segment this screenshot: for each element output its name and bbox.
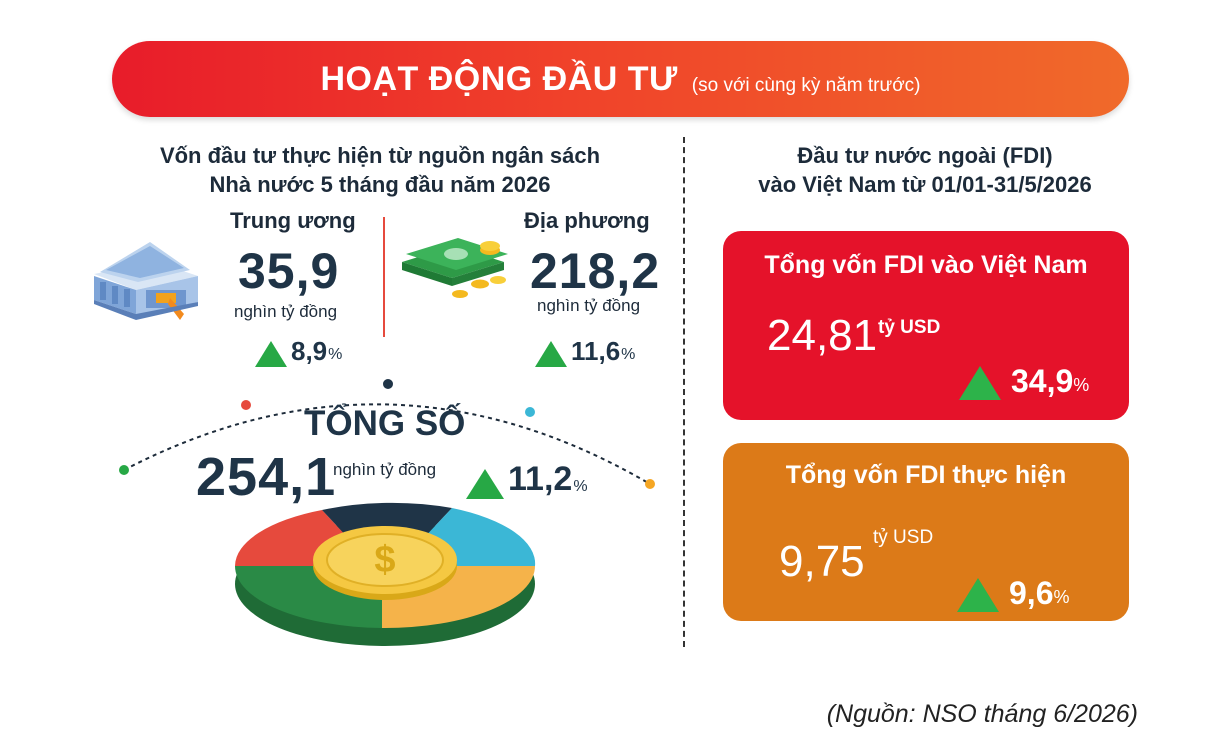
up-arrow-icon <box>255 341 287 367</box>
central-change: 8,9 % <box>255 336 342 367</box>
central-change-value: 8,9 <box>291 336 328 366</box>
fdi-disbursed-change-value: 9,6 <box>1009 575 1054 611</box>
local-percent-sign: % <box>621 346 636 363</box>
money-stack-icon <box>402 238 508 298</box>
central-label: Trung ương <box>230 208 356 233</box>
page-subtitle: (so với cùng kỳ năm trước) <box>691 75 921 96</box>
central-value: 35,9 <box>238 243 340 299</box>
total-value: 254,1 <box>196 447 337 507</box>
coin-donut-icon: $ <box>234 502 536 646</box>
left-heading-line1: Vốn đầu tư thực hiện từ nguồn ngân sách <box>159 143 601 168</box>
svg-text:$: $ <box>374 539 395 581</box>
total-label: TỔNG SỐ <box>304 404 466 443</box>
local-change: 11,6 % <box>535 336 635 367</box>
central-percent-sign: % <box>328 346 343 363</box>
total-unit: nghìn tỷ đồng <box>333 460 437 479</box>
header-banner: HOẠT ĐỘNG ĐẦU TƯ (so với cùng kỳ năm trư… <box>112 41 1129 117</box>
fdi-disbursed-value: 9,75 <box>779 537 865 586</box>
up-arrow-icon <box>535 341 567 367</box>
fdi-disbursed-card: Tổng vốn FDI thực hiện 9,75 tỷ USD 9,6 % <box>723 443 1129 621</box>
fdi-disbursed-percent-sign: % <box>1053 587 1070 607</box>
fdi-disbursed-unit: tỷ USD <box>873 527 934 548</box>
fdi-registered-card: Tổng vốn FDI vào Việt Nam 24,81 tỷ USD 3… <box>723 231 1129 420</box>
up-arrow-icon <box>466 469 504 499</box>
divider-central-local <box>383 217 385 337</box>
right-heading-line1: Đầu tư nước ngoài (FDI) <box>797 143 1053 168</box>
fdi-registered-value: 24,81 <box>767 311 878 360</box>
left-heading-line2: Nhà nước 5 tháng đầu năm 2026 <box>209 172 551 197</box>
left-heading: Vốn đầu tư thực hiện từ nguồn ngân sách … <box>120 141 640 199</box>
fdi-registered-percent-sign: % <box>1073 375 1090 395</box>
banner-title-row: HOẠT ĐỘNG ĐẦU TƯ (so với cùng kỳ năm trư… <box>112 41 1129 117</box>
up-arrow-icon <box>959 366 1001 400</box>
total-change: 11,2 % <box>466 460 588 499</box>
right-heading: Đầu tư nước ngoài (FDI) vào Việt Nam từ … <box>720 141 1130 199</box>
fdi-registered-change-value: 34,9 <box>1011 363 1074 399</box>
page-title: HOẠT ĐỘNG ĐẦU TƯ <box>320 59 678 98</box>
fdi-registered-unit: tỷ USD <box>878 317 941 338</box>
bank-icon <box>94 242 198 320</box>
up-arrow-icon <box>957 578 999 612</box>
total-percent-sign: % <box>573 478 588 495</box>
local-change-value: 11,6 <box>571 336 621 366</box>
local-value: 218,2 <box>530 243 661 299</box>
total-change-value: 11,2 <box>508 460 573 498</box>
fdi-disbursed-title: Tổng vốn FDI thực hiện <box>785 461 1067 489</box>
local-unit: nghìn tỷ đồng <box>537 296 641 315</box>
local-label: Địa phương <box>524 208 650 233</box>
fdi-disbursed-change: 9,6 % <box>957 575 1070 612</box>
fdi-registered-title: Tổng vốn FDI vào Việt Nam <box>764 251 1088 279</box>
central-unit: nghìn tỷ đồng <box>234 302 338 321</box>
column-separator <box>683 137 685 647</box>
source-note: (Nguồn: NSO tháng 6/2026) <box>826 700 1138 728</box>
right-heading-line2: vào Việt Nam từ 01/01-31/5/2026 <box>758 172 1092 197</box>
fdi-registered-change: 34,9 % <box>959 363 1089 400</box>
decorative-arc <box>119 379 655 489</box>
